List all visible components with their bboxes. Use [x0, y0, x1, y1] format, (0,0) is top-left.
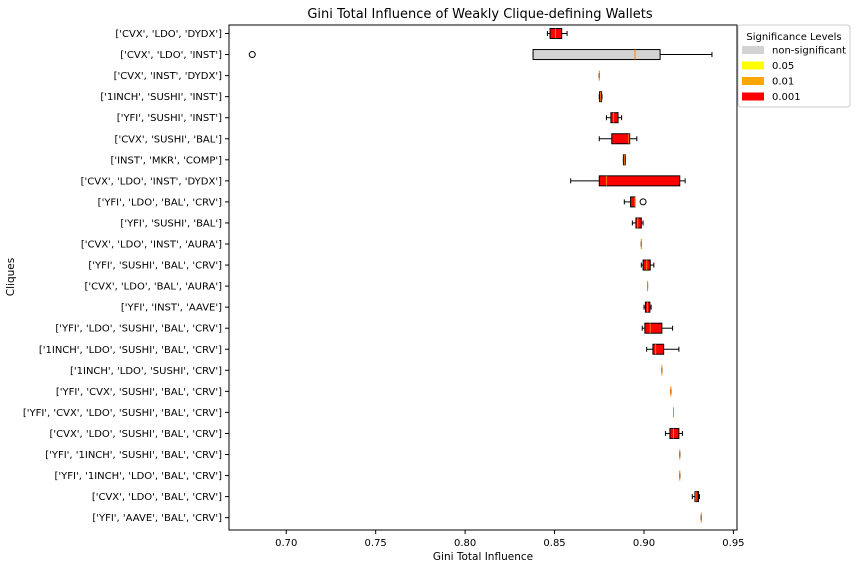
box-8: [623, 196, 647, 208]
box-7: [570, 175, 686, 187]
y-tick-label: ['YFI', 'SUSHI', 'BAL']: [120, 218, 222, 229]
y-tick-label: ['1INCH', 'LDO', 'SUSHI', 'BAL', 'CRV']: [39, 345, 222, 356]
plot-area: [248, 28, 713, 523]
box-19: [664, 427, 683, 439]
y-tick-label: ['YFI', 'LDO', 'SUSHI', 'BAL', 'CRV']: [55, 324, 222, 335]
y-tick-label: ['CVX', 'LDO', 'INST', 'AURA']: [81, 240, 222, 251]
y-axis-label: Cliques: [5, 258, 17, 296]
y-tick-label: ['1INCH', 'SUSHI', 'INST']: [100, 92, 222, 103]
x-tick-label: 0.80: [454, 538, 476, 549]
box-3: [598, 91, 603, 103]
box-body: [532, 49, 661, 61]
y-tick-label: ['YFI', '1INCH', 'LDO', 'BAL', 'CRV']: [55, 471, 223, 482]
box-13: [643, 301, 652, 313]
x-tick-label: 0.70: [275, 538, 297, 549]
box-body: [652, 343, 665, 355]
box-body: [635, 217, 642, 229]
box-4: [605, 112, 623, 124]
box-1: [248, 49, 713, 61]
y-tick-label: ['YFI', 'SUSHI', 'INST']: [117, 113, 222, 124]
box-6: [622, 154, 626, 166]
axes-frame: [228, 24, 738, 531]
legend-swatch: [742, 46, 764, 54]
y-tick-label: ['CVX', 'LDO', 'BAL', 'AURA']: [85, 282, 223, 293]
y-tick-label: ['YFI', 'INST', 'AAVE']: [121, 303, 222, 314]
box-body: [598, 175, 681, 187]
y-tick-label: ['CVX', 'LDO', 'INST', 'DYDX']: [81, 176, 222, 187]
outlier-point: [248, 51, 256, 59]
box-14: [641, 322, 674, 334]
y-tick-label: ['CVX', 'INST', 'DYDX']: [114, 71, 222, 82]
x-axis-label: Gini Total Influence: [433, 551, 533, 563]
box-11: [640, 259, 655, 271]
legend-frame: [737, 24, 851, 108]
y-tick-label: ['YFI', 'SUSHI', 'BAL', 'CRV']: [88, 261, 222, 272]
y-tick-label: ['YFI', 'CVX', 'SUSHI', 'BAL', 'CRV']: [56, 387, 222, 398]
box-0: [546, 28, 568, 39]
y-tick-label: ['YFI', 'LDO', 'BAL', 'CRV']: [98, 197, 222, 208]
y-tick-label: ['CVX', 'LDO', 'SUSHI', 'BAL', 'CRV']: [49, 429, 222, 440]
box-body: [630, 196, 636, 208]
legend-items: non-significant 0.05 0.01 0.001: [742, 46, 846, 103]
legend-swatch: [742, 77, 764, 85]
y-tick-label: ['CVX', 'LDO', 'DYDX']: [115, 29, 222, 40]
legend-label: 0.001: [772, 92, 801, 103]
legend-swatch: [742, 92, 764, 101]
chart-title: Gini Total Influence of Weakly Clique-de…: [307, 7, 653, 22]
box-body: [611, 133, 631, 145]
legend-label: non-significant: [772, 46, 846, 57]
y-tick-label: ['INST', 'MKR', 'COMP']: [110, 155, 222, 166]
x-tick-label: 0.75: [365, 538, 387, 549]
legend: Significance Levels non-significant 0.05 0…: [737, 24, 851, 108]
box-body: [694, 491, 700, 503]
box-body: [610, 112, 619, 124]
outlier-point: [639, 198, 647, 206]
box-22: [691, 491, 700, 503]
box-body: [644, 322, 663, 334]
y-axis: ['CVX', 'LDO', 'DYDX'] ['CVX', 'LDO', 'IN…: [23, 29, 229, 524]
legend-label: 0.01: [772, 77, 794, 88]
box-body: [669, 427, 680, 439]
legend-swatch: [742, 61, 764, 70]
y-tick-label: ['YFI', '1INCH', 'SUSHI', 'BAL', 'CRV']: [45, 450, 222, 461]
x-axis: 0.70 0.75 0.80 0.85 0.90 0.95: [275, 530, 745, 549]
y-tick-label: ['YFI', 'AAVE', 'BAL', 'CRV']: [92, 513, 222, 524]
box-15: [646, 343, 680, 355]
box-5: [598, 133, 638, 145]
x-tick-label: 0.85: [543, 538, 565, 549]
y-tick-label: ['CVX', 'LDO', 'INST']: [120, 50, 222, 61]
y-tick-label: ['YFI', 'CVX', 'LDO', 'SUSHI', 'BAL', 'C…: [23, 408, 222, 419]
y-tick-label: ['CVX', 'SUSHI', 'BAL']: [115, 134, 223, 145]
legend-title: Significance Levels: [746, 32, 841, 43]
x-tick-label: 0.95: [722, 538, 744, 549]
y-tick-label: ['CVX', 'LDO', 'BAL', 'CRV']: [92, 492, 222, 503]
legend-label: 0.05: [772, 61, 794, 72]
y-tick-label: ['1INCH', 'LDO', 'SUSHI', 'CRV']: [70, 366, 222, 377]
x-tick-label: 0.90: [633, 538, 655, 549]
box-9: [631, 217, 644, 229]
